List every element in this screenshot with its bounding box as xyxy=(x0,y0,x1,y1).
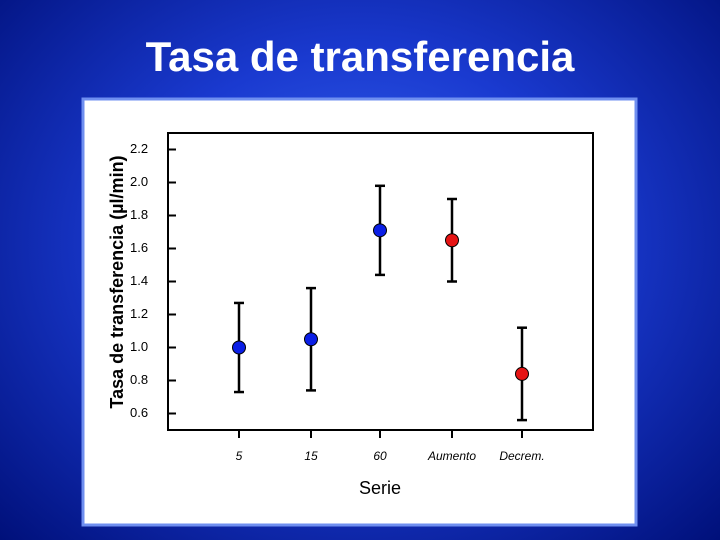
y-tick-label: 2.2 xyxy=(130,141,148,156)
x-tick-label: Aumento xyxy=(427,449,476,463)
slide-title: Tasa de transferencia xyxy=(146,33,575,80)
y-tick-label: 0.8 xyxy=(130,372,148,387)
data-point xyxy=(373,223,387,238)
x-tick-label: 5 xyxy=(236,449,243,463)
y-tick-label: 1.8 xyxy=(130,207,148,222)
data-point xyxy=(515,366,529,381)
x-tick-label: 60 xyxy=(373,449,387,463)
x-tick-label: Decrem. xyxy=(499,449,544,463)
x-axis-label: Serie xyxy=(359,478,401,498)
y-tick-label: 1.4 xyxy=(130,273,148,288)
data-point xyxy=(304,332,318,347)
x-tick-label: 15 xyxy=(304,449,318,463)
y-tick-label: 0.6 xyxy=(130,405,148,420)
data-point xyxy=(445,233,459,248)
y-axis-label: Tasa de transferencia (µl/min) xyxy=(107,155,127,408)
chart-panel xyxy=(81,97,638,527)
y-tick-label: 2.0 xyxy=(130,174,148,189)
y-tick-label: 1.6 xyxy=(130,240,148,255)
y-tick-label: 1.2 xyxy=(130,306,148,321)
data-point xyxy=(232,340,246,355)
y-tick-label: 1.0 xyxy=(130,339,148,354)
